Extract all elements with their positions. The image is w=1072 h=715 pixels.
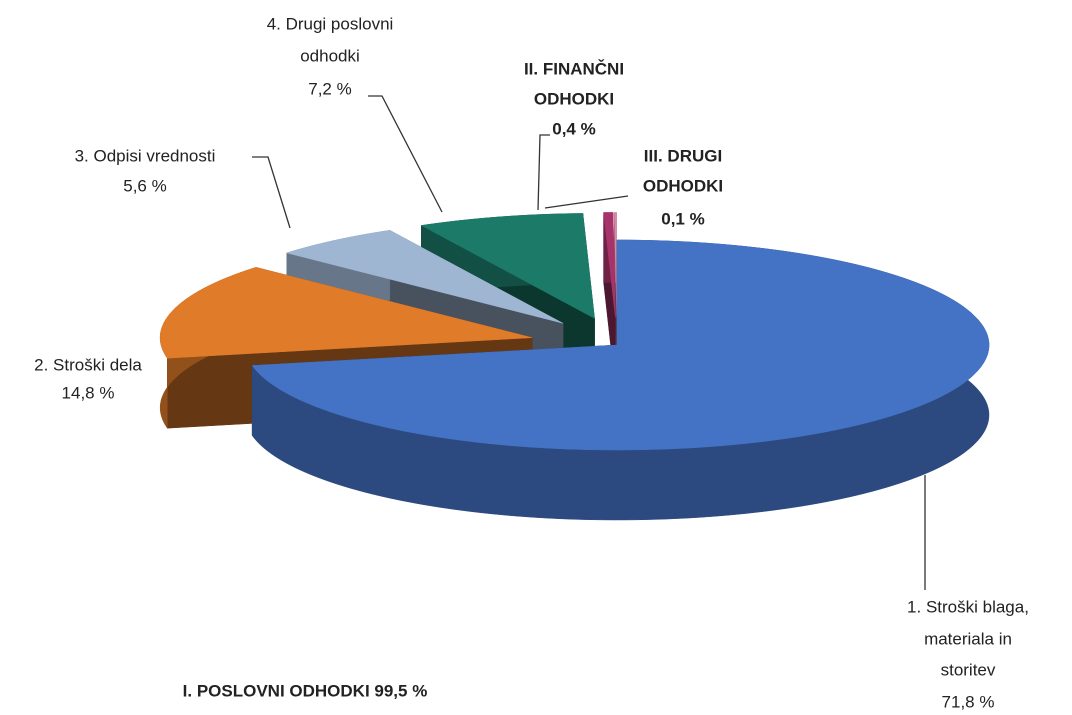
category-label: 3. Odpisi vrednosti: [75, 146, 216, 165]
annotation: I. POSLOVNI ODHODKI 99,5 %: [183, 681, 428, 700]
slice: [420, 213, 595, 319]
value-label: 0,4 %: [552, 119, 595, 138]
value-label: 7,2 %: [308, 79, 351, 98]
leader-line: [252, 156, 291, 229]
value-label: 71,8 %: [942, 692, 995, 711]
category-label: 4. Drugi poslovni: [267, 14, 394, 33]
category-label: storitev: [941, 660, 996, 679]
category-label: 2. Stroški dela: [34, 355, 142, 374]
pie: [159, 212, 990, 521]
slice: [159, 267, 533, 359]
slice: [603, 212, 616, 318]
category-label: materiala in: [924, 629, 1012, 648]
category-label: II. FINANČNI: [524, 59, 624, 78]
category-label: ODHODKI: [643, 176, 723, 195]
category-label: 1. Stroški blaga,: [907, 597, 1029, 616]
leader-line: [368, 95, 443, 213]
leader-line: [544, 195, 629, 209]
slice: [285, 230, 564, 324]
slice: [614, 212, 617, 318]
value-label: 0,1 %: [661, 209, 704, 228]
slice: [251, 239, 990, 451]
value-label: 14,8 %: [62, 383, 115, 402]
category-label: odhodki: [300, 46, 360, 65]
category-label: III. DRUGI: [644, 146, 722, 165]
category-label: ODHODKI: [534, 89, 614, 108]
value-label: 5,6 %: [123, 176, 166, 195]
leader-line: [537, 134, 550, 211]
